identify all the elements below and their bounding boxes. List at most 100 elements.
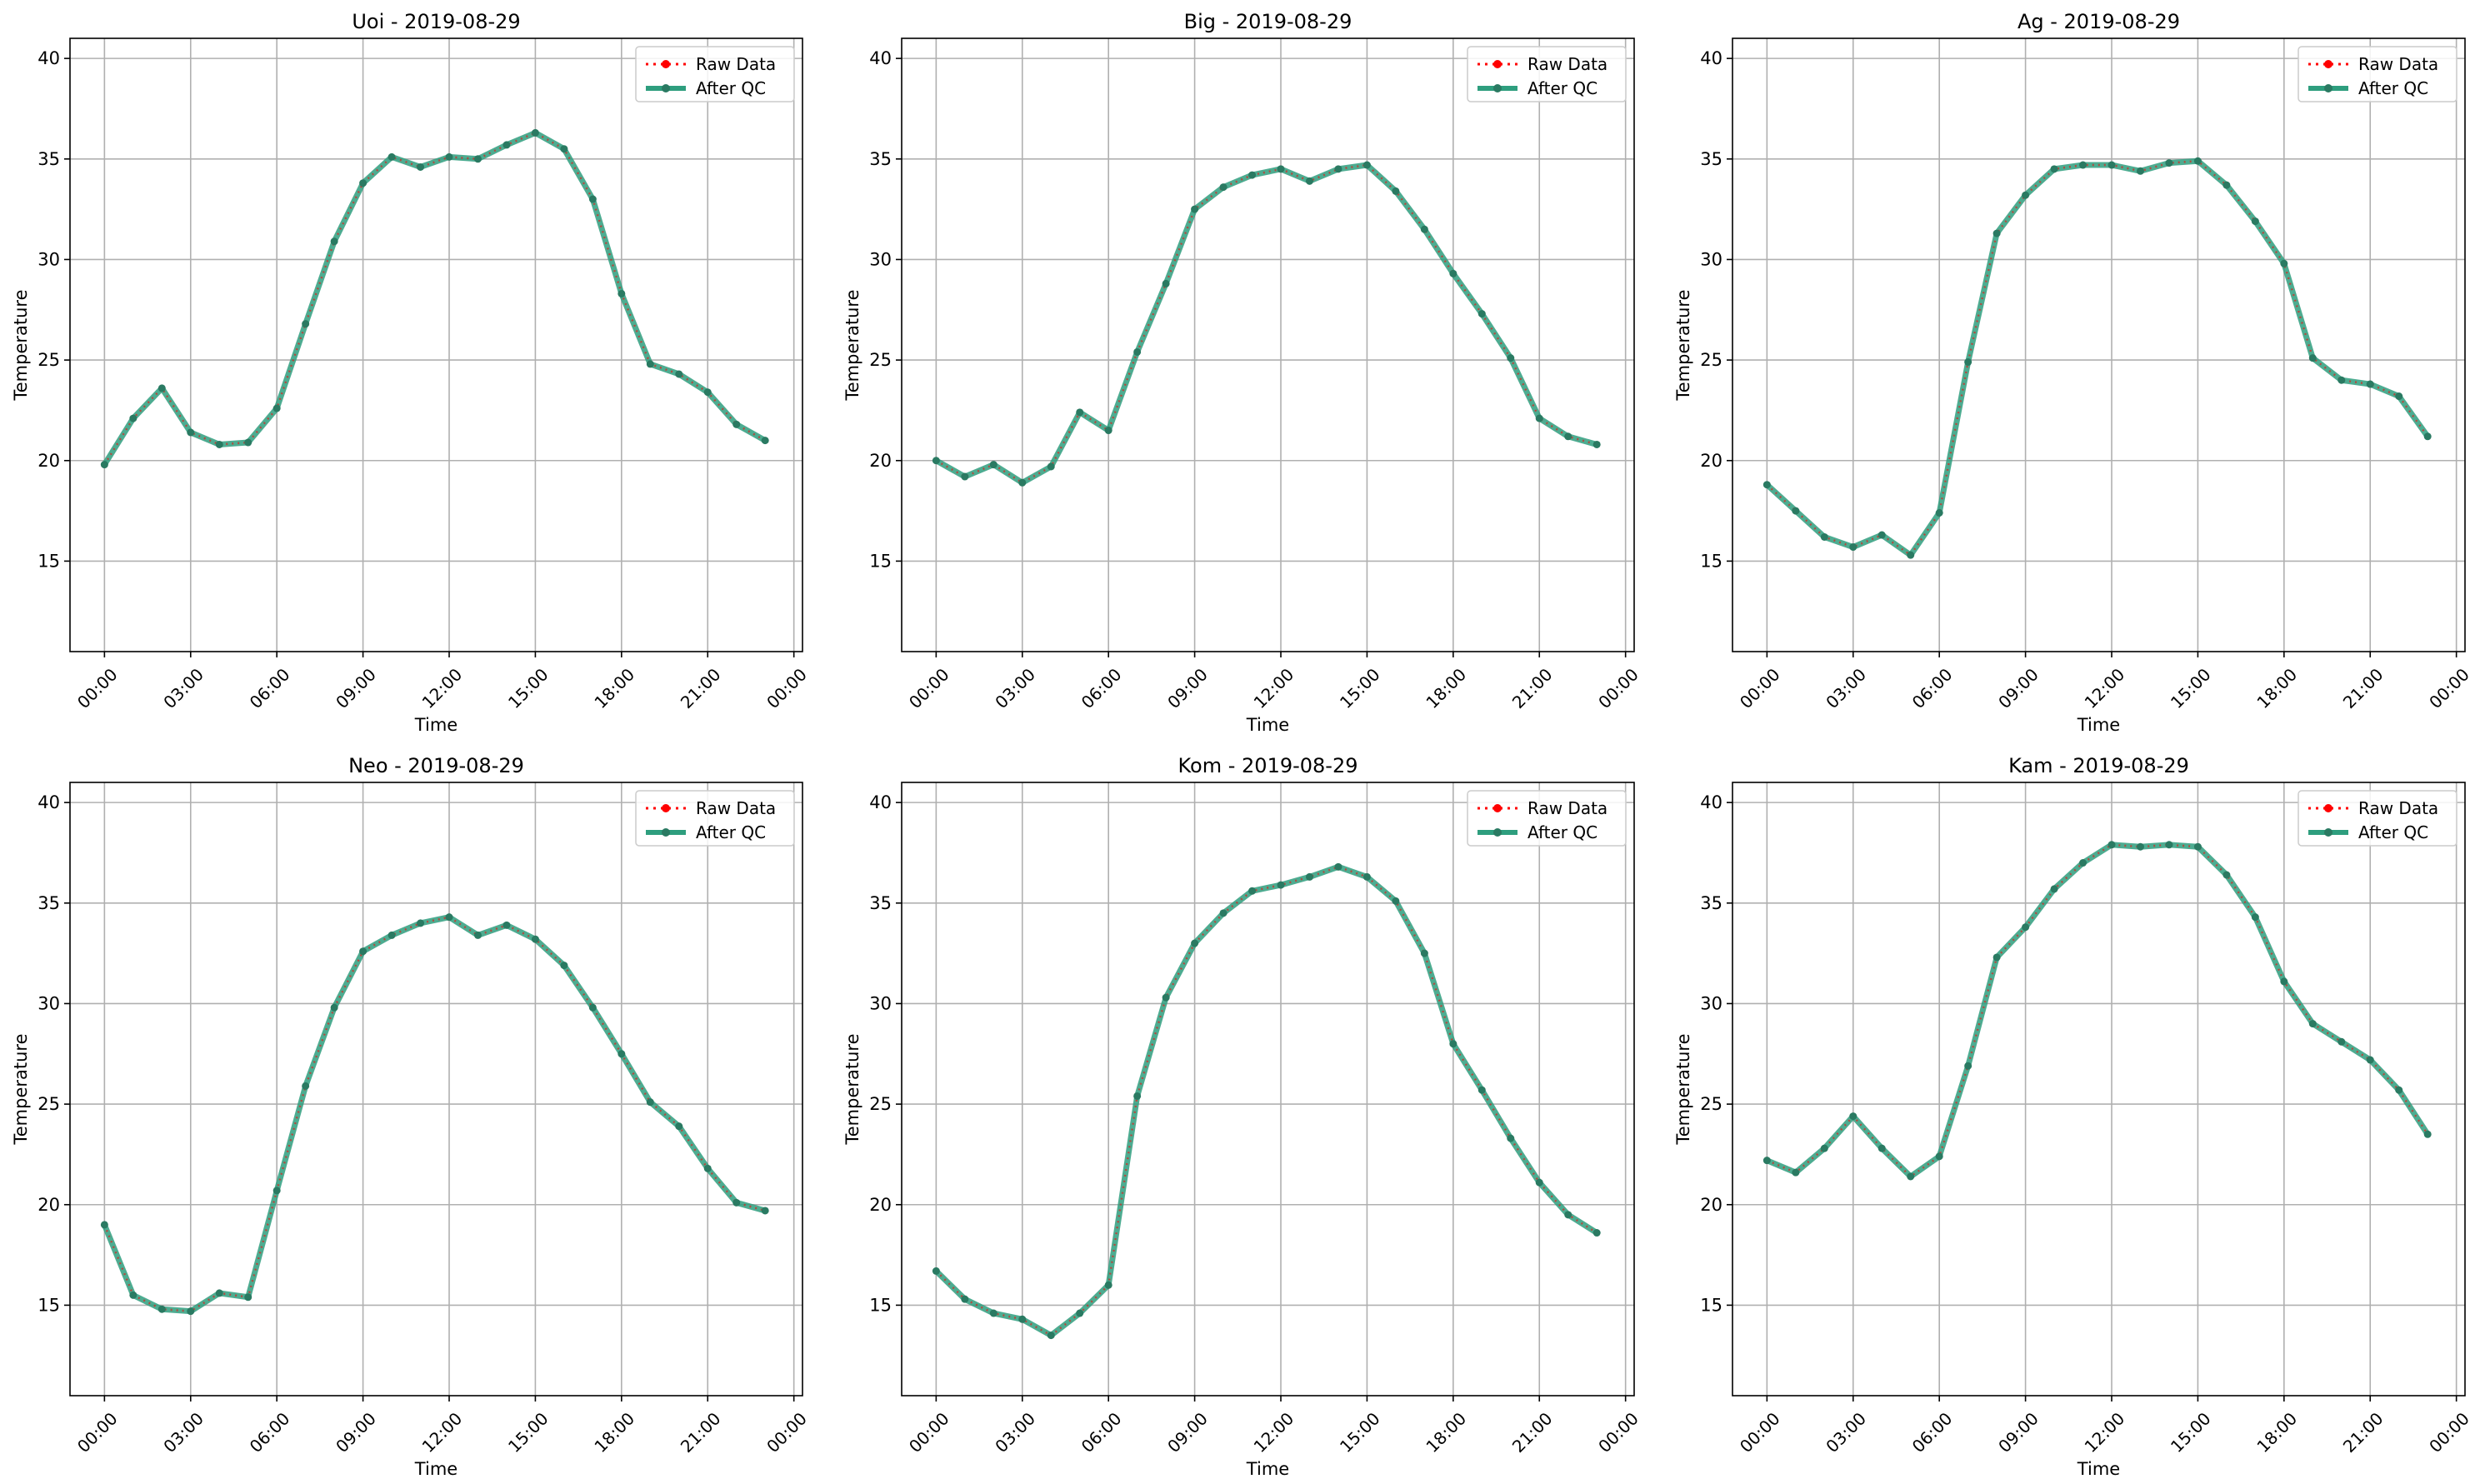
after-qc-point (1564, 432, 1572, 441)
chart-panel: 00:00 03:00 06:00 09:00 12:00 15:00 18:00 21:00… (1673, 10, 2473, 735)
after-qc-point (618, 289, 626, 297)
x-tick-label: 12:00 (418, 1408, 467, 1457)
after-qc-point (989, 461, 998, 469)
after-qc-point (1420, 225, 1428, 233)
x-tick-label: 12:00 (1250, 1408, 1298, 1457)
chart-panel: 00:00 03:00 06:00 09:00 12:00 15:00 18:00 21:00… (1673, 754, 2473, 1479)
after-qc-point (1507, 354, 1515, 362)
x-tick-label: 12:00 (2081, 1408, 2129, 1457)
after-qc-point (618, 1050, 626, 1058)
axes-frame (1732, 782, 2466, 1397)
x-tick-label: 03:00 (159, 1408, 208, 1457)
legend-label-after-qc: After QC (2358, 78, 2428, 98)
after-qc-point (1133, 1092, 1142, 1100)
x-tick-label: 03:00 (159, 664, 208, 712)
after-qc-point (2108, 161, 2116, 169)
x-tick-label: 00:00 (1736, 1408, 1784, 1457)
after-qc-point (1162, 279, 1170, 287)
x-tick-label: 18:00 (2252, 664, 2301, 712)
x-tick-label: 12:00 (2081, 664, 2129, 712)
x-axis-label: Time (414, 1459, 458, 1479)
series-line-after-qc (102, 129, 767, 467)
x-tick-label: 06:00 (1078, 1408, 1126, 1457)
after-qc-point (1133, 347, 1142, 356)
after-qc-point (1792, 1168, 1800, 1177)
after-qc-point (2165, 841, 2173, 849)
x-tick-label: 00:00 (1594, 664, 1642, 712)
legend-label-after-qc: After QC (696, 822, 766, 842)
after-qc-point (2136, 167, 2144, 175)
y-tick-label: 15 (869, 551, 892, 571)
legend-label-raw-data: Raw Data (1528, 798, 1608, 818)
after-qc-point (1018, 1315, 1027, 1323)
after-qc-point (560, 962, 568, 970)
y-tick-label: 40 (869, 792, 892, 812)
y-tick-label: 35 (1700, 893, 1722, 913)
after-qc-point (100, 1221, 108, 1229)
after-qc-point (215, 440, 223, 448)
x-tick-label: 21:00 (677, 664, 725, 712)
y-tick-label: 35 (869, 893, 892, 913)
after-qc-point (703, 1164, 712, 1172)
after-qc-point (2022, 923, 2030, 932)
legend-marker-raw-data (2324, 60, 2332, 68)
after-qc-point (2108, 841, 2116, 849)
y-axis-label: Temperature (11, 1033, 31, 1145)
y-tick-label: 25 (1700, 350, 1722, 370)
x-tick-label: 18:00 (2252, 1408, 2301, 1457)
x-tick-label: 00:00 (2425, 1408, 2473, 1457)
after-qc-point (1076, 1309, 1084, 1317)
after-qc-point (2022, 191, 2030, 199)
after-qc-point (1878, 531, 1886, 539)
after-qc-point (1191, 205, 1199, 213)
after-qc-point (2251, 913, 2259, 922)
after-qc-point (2280, 259, 2288, 267)
y-tick-label: 40 (869, 48, 892, 68)
after-qc-point (932, 457, 940, 465)
y-tick-label: 40 (38, 792, 60, 812)
legend-marker-raw-data (1493, 804, 1502, 812)
chart-title: Kam - 2019-08-29 (2008, 754, 2189, 777)
x-tick-label: 03:00 (991, 1408, 1039, 1457)
after-qc-point (1535, 414, 1543, 422)
legend-marker-after-qc (1493, 84, 1502, 92)
legend-marker-after-qc (662, 828, 670, 837)
y-tick-label: 15 (1700, 551, 1722, 571)
y-tick-label: 25 (1700, 1094, 1722, 1114)
y-tick-label: 15 (869, 1295, 892, 1315)
after-qc-point (302, 320, 310, 328)
y-tick-label: 35 (38, 893, 60, 913)
after-qc-point (502, 141, 511, 149)
x-tick-label: 15:00 (2167, 1408, 2215, 1457)
after-qc-point (1592, 1229, 1601, 1237)
after-qc-point (2423, 1130, 2432, 1138)
legend-label-raw-data: Raw Data (2358, 54, 2438, 74)
after-qc-point (272, 404, 281, 412)
after-qc-point (1820, 532, 1828, 541)
after-qc-point (330, 237, 338, 246)
legend-label-after-qc: After QC (1528, 78, 1598, 98)
y-tick-label: 30 (1700, 249, 1722, 269)
after-qc-point (1334, 165, 1342, 173)
axes-frame (1732, 37, 2466, 652)
x-tick-label: 12:00 (1250, 664, 1298, 712)
after-qc-point (359, 179, 368, 187)
after-qc-point (2136, 842, 2144, 851)
after-qc-point (1935, 508, 1943, 517)
grid (1732, 782, 2465, 1396)
x-tick-label: 06:00 (1078, 664, 1126, 712)
after-qc-point (961, 472, 969, 481)
legend-label-after-qc: After QC (696, 78, 766, 98)
y-tick-label: 20 (1700, 451, 1722, 471)
after-qc-point (1018, 478, 1027, 487)
after-qc-point (1392, 897, 1400, 905)
after-qc-point (2338, 1037, 2346, 1046)
series-line-raw-data (935, 163, 1598, 484)
x-tick-label: 15:00 (2167, 664, 2215, 712)
after-qc-point (244, 1293, 252, 1302)
x-tick-label: 06:00 (1908, 664, 1957, 712)
after-qc-point (1992, 953, 2001, 962)
y-tick-label: 40 (38, 48, 60, 68)
y-tick-label: 40 (1700, 48, 1722, 68)
legend-label-after-qc: After QC (2358, 822, 2428, 842)
